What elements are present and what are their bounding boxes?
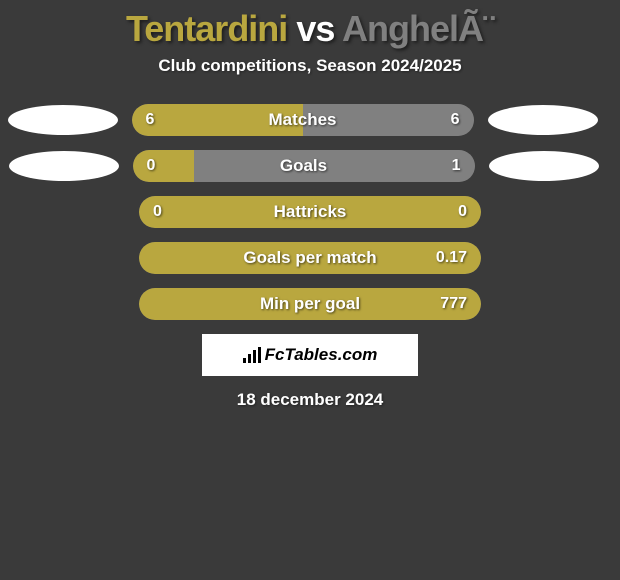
bar-fill: [139, 196, 481, 228]
stat-bar: 777Min per goal: [139, 288, 481, 320]
bar-fill-left: [132, 104, 303, 136]
stat-row: 01Goals: [0, 150, 620, 182]
brand-inner: FcTables.com: [243, 345, 378, 365]
stat-bar: 0.17Goals per match: [139, 242, 481, 274]
comparison-title: Tentardini vs AnghelÃ¨: [0, 0, 620, 56]
player2-ellipse: [489, 151, 599, 181]
bar-fill-right: [303, 104, 474, 136]
bar-chart-icon: [243, 347, 261, 363]
stat-bar: 00Hattricks: [139, 196, 481, 228]
title-vs: vs: [296, 8, 334, 49]
brand-text: FcTables.com: [265, 345, 378, 365]
stat-rows-container: 66Matches 01Goals 00Hattricks 0.17Goals per…: [0, 104, 620, 320]
stat-row: 0.17Goals per match: [0, 242, 620, 274]
stat-bar: 01Goals: [133, 150, 475, 182]
bar-fill: [139, 242, 481, 274]
subtitle: Club competitions, Season 2024/2025: [0, 56, 620, 104]
stat-bar: 66Matches: [132, 104, 474, 136]
stat-row: 777Min per goal: [0, 288, 620, 320]
bar-fill-right: [194, 150, 474, 182]
stat-row: 00Hattricks: [0, 196, 620, 228]
bar-fill-left: [133, 150, 195, 182]
player2-ellipse: [488, 105, 598, 135]
date-line: 18 december 2024: [0, 390, 620, 410]
player1-ellipse: [9, 151, 119, 181]
stat-row: 66Matches: [0, 104, 620, 136]
title-player1: Tentardini: [126, 8, 287, 49]
brand-box: FcTables.com: [202, 334, 418, 376]
player1-ellipse: [8, 105, 118, 135]
title-player2: AnghelÃ¨: [342, 8, 494, 49]
bar-fill: [139, 288, 481, 320]
